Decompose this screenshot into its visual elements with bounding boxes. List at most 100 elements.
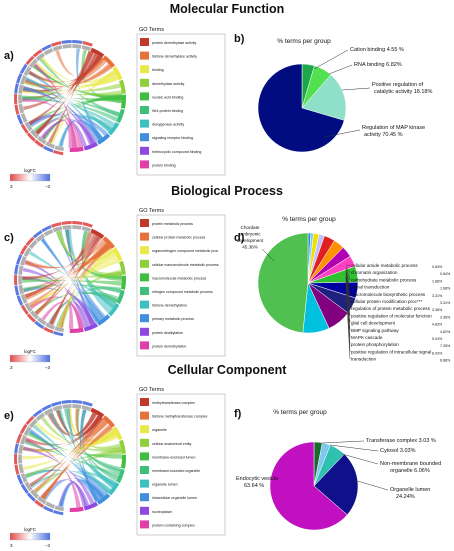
logfc-scale-biological-process: logFC 3 −3 [9, 349, 50, 370]
logfc-band [14, 285, 20, 296]
gene-segment [19, 255, 28, 266]
legend-entry: cellular protein metabolic process [152, 236, 206, 240]
legend-swatch [140, 398, 149, 406]
gene-segment [20, 472, 28, 484]
leader-line [345, 266, 351, 273]
logfc-band [14, 264, 19, 275]
legend-heading: GO Terms [139, 208, 164, 214]
pie-pct-right: 0.84% [432, 265, 443, 269]
scale-gradient-bar [9, 173, 51, 182]
chord-ribbon [47, 51, 94, 144]
chord-ribbon [75, 408, 109, 438]
logfc-band [34, 320, 45, 330]
scale-min-label: 3 [10, 543, 13, 548]
chord-ribbon [22, 279, 122, 286]
gene-segment [61, 43, 72, 50]
gene-segment [81, 225, 92, 233]
legend-entry: nucleoplasm [152, 510, 172, 514]
pie-pct-right: 4.82% [440, 330, 451, 334]
chord-ribbon [40, 237, 100, 323]
logfc-band [16, 254, 23, 265]
legend-entry: membrane-bounded organelle [152, 469, 200, 473]
gene-segment [18, 463, 25, 474]
pie-label: 63.64 % [244, 483, 264, 489]
leader-line [345, 267, 351, 280]
pie-pct-right: 1.68% [440, 287, 451, 291]
chord-ribbon [22, 86, 120, 117]
legend-entry: macromolecule metabolic process [152, 276, 207, 280]
pie-label: organelle 6.06% [390, 468, 430, 474]
logfc-band [16, 433, 23, 444]
logfc-band [20, 304, 29, 315]
gene-segment [17, 94, 23, 104]
pie-label: Transferase complex 3.03 % [366, 438, 436, 444]
chord-ribbon [25, 76, 112, 133]
pie-title: % terms per group [277, 38, 331, 45]
term-segment [112, 247, 123, 262]
leader-line [341, 453, 379, 465]
pie-label: Regulation of MAP kinase [362, 125, 425, 131]
legend-entry: organelle [152, 428, 167, 432]
chord-ribbon [22, 430, 117, 471]
legend-swatch [140, 65, 149, 74]
chord-ribbon [81, 49, 122, 104]
chord-ribbon [22, 432, 118, 460]
pie-slice-chordate-embryonic-development [257, 232, 309, 334]
legend-entry: nitrogen compound metabolic process [152, 290, 213, 294]
leader-line [353, 479, 389, 491]
gene-segment [19, 434, 28, 445]
legend-swatch [140, 341, 149, 350]
pie-label-right: signal transduction [351, 285, 390, 290]
logfc-band [34, 139, 45, 149]
pie-label-right: protein phosphorylation [351, 342, 399, 347]
chord-ribbon [79, 409, 100, 503]
pie-chart-cellular-component: % terms per group Transferase complex 3.0… [236, 409, 441, 531]
legend-swatch [140, 259, 149, 268]
chord-ribbon [22, 95, 122, 103]
logfc-band [25, 236, 35, 247]
gene-segment [44, 322, 56, 331]
legend-swatch [140, 411, 149, 420]
logfc-band [16, 295, 24, 306]
pie-label-right: regulation of protein metabolic process [351, 306, 431, 311]
logfc-band [19, 63, 28, 74]
pie-label: Cytosol 3.03% [380, 448, 416, 454]
gene-segment [24, 121, 33, 132]
chord-ribbon [56, 286, 122, 328]
term-segment [116, 289, 125, 305]
pie-label: 24.24% [396, 494, 415, 500]
logfc-band [20, 483, 29, 494]
gene-segment [24, 481, 33, 492]
logfc-band [52, 149, 64, 156]
pie-label-chordate: 45.38% [242, 245, 258, 250]
logfc-band [26, 492, 36, 502]
gene-segment [43, 228, 54, 237]
pie-label: Cation binding 4.55 % [350, 47, 404, 53]
gene-segment [54, 145, 65, 152]
pie-label-right: positive regulation of molecular functio… [351, 313, 432, 318]
leader-line [261, 248, 275, 262]
logfc-band [72, 40, 83, 44]
legend-swatch [140, 287, 149, 295]
legend-entry: organonitrogen compound metabolic proc [152, 249, 219, 253]
term-segment [116, 468, 125, 484]
legend-entry: protein demethylation [152, 344, 186, 348]
gene-segment [36, 135, 47, 145]
chord-ribbon [35, 53, 100, 135]
chord-ribbon [22, 59, 107, 92]
pie-slice-endocytic-vesicle [269, 441, 348, 531]
gene-segment [52, 225, 63, 233]
chord-ribbon [56, 230, 122, 280]
gene-segment [52, 44, 63, 52]
logfc-band [14, 453, 18, 465]
legend-entry: protein dealkylation [152, 331, 183, 335]
term-segment [121, 454, 126, 469]
gene-segment [20, 112, 28, 124]
legend-entry: Wnt-protein binding [152, 109, 183, 113]
chord-ribbon [55, 49, 105, 77]
pie-pct-right: 3.36% [440, 315, 451, 319]
logfc-band [16, 474, 24, 485]
pie-pct-right: 3.31% [432, 294, 443, 298]
legend-entry: histone demethylation [152, 304, 187, 308]
gene-segment [54, 505, 65, 512]
